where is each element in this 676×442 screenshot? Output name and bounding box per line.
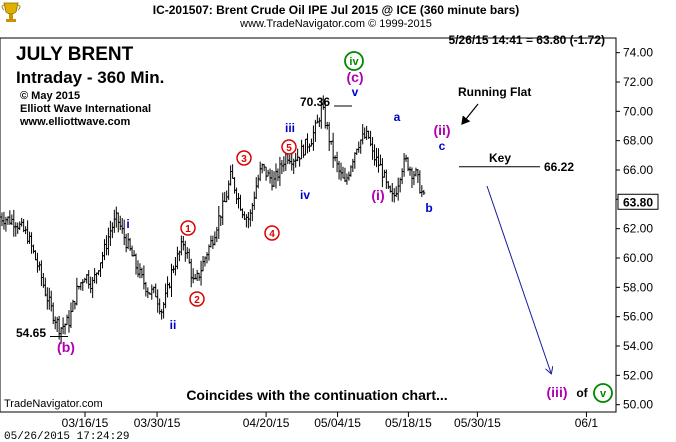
wave-label-1: 1	[185, 224, 191, 235]
wave-label-iv-green: iv	[349, 56, 359, 68]
wave-label-b: b	[425, 201, 432, 215]
wave-label-v-circled: v	[593, 383, 613, 403]
y-tick-label: 62.00	[623, 222, 653, 236]
chart-title: JULY BRENT	[16, 44, 134, 65]
footer-timestamp: 05/26/2015 17:24:29	[4, 431, 129, 442]
y-tick-label: 66.00	[623, 163, 653, 177]
credit-line-3: www.elliottwave.com	[19, 116, 130, 128]
wave-label-4: 4	[269, 229, 275, 240]
y-tick-label: 70.00	[623, 104, 653, 118]
wave-label-3-circled: 3	[236, 150, 252, 166]
wave-label-3: 3	[241, 154, 247, 165]
wave-label-iv: iv	[300, 188, 310, 202]
of-text: of	[576, 386, 588, 400]
wave-label-ii: ii	[170, 318, 177, 332]
x-axis: 03/16/15 03/30/15 04/20/15 05/04/15 05/18/15…	[62, 412, 599, 430]
wave-label-v-green: v	[600, 388, 607, 400]
wave-label-iv-circled: iv	[344, 51, 364, 71]
credit-line-1: © May 2015	[20, 90, 80, 102]
forecast-arrow	[486, 185, 551, 373]
last-price-tag: 63.80	[617, 193, 659, 210]
wave-label-i-purple: (i)	[371, 187, 384, 203]
wave-label-i: i	[126, 217, 129, 231]
running-flat-label: Running Flat	[458, 85, 531, 99]
footer-brand: TradeNavigator.com	[4, 398, 103, 410]
x-tick-label: 03/30/15	[134, 416, 181, 430]
wave-label-5-circled: 5	[281, 139, 297, 155]
y-tick-label: 50.00	[623, 398, 653, 412]
wave-label-iii-purple: (iii)	[547, 384, 568, 400]
wave-label-ii-purple: (ii)	[433, 122, 450, 138]
wave-label-c: c	[439, 139, 446, 153]
wave-label-4-circled: 4	[264, 225, 280, 241]
y-tick-label: 54.00	[623, 339, 653, 353]
y-tick-label: 56.00	[623, 310, 653, 324]
wave-label-b-purple: (b)	[57, 339, 75, 355]
x-tick-label: 05/18/15	[385, 416, 432, 430]
y-tick-label: 58.00	[623, 280, 653, 294]
x-tick-label: 05/04/15	[314, 416, 361, 430]
wave-label-5: 5	[286, 143, 292, 154]
price-bars	[0, 95, 426, 344]
y-tick-label: 74.00	[623, 46, 653, 60]
credit-line-2: Elliott Wave International	[20, 103, 151, 115]
wave-label-a: a	[394, 110, 401, 124]
header-line2: www.TradeNavigator.com © 1999-2015	[239, 18, 432, 30]
wave-label-1-circled: 1	[180, 220, 196, 236]
low-price-label: 54.65	[16, 326, 46, 340]
high-price-label: 70.36	[300, 95, 330, 109]
header-line1: IC-201507: Brent Crude Oil IPE Jul 2015 …	[153, 3, 520, 17]
wave-label-iii: iii	[285, 121, 295, 135]
trophy-icon	[1, 2, 21, 22]
price-bar	[422, 189, 426, 195]
chart-subtitle: Intraday - 360 Min.	[16, 68, 164, 87]
key-label: Key	[489, 151, 511, 165]
y-tick-label: 60.00	[623, 251, 653, 265]
y-tick-label: 72.00	[623, 75, 653, 89]
x-tick-label: 05/30/15	[454, 416, 501, 430]
wave-label-2-circled: 2	[189, 291, 205, 307]
y-axis: 50.0052.0054.0056.0058.0060.0062.0064.00…	[616, 46, 653, 412]
y-tick-label: 52.00	[623, 368, 653, 382]
x-tick-label: 04/20/15	[243, 416, 290, 430]
plot-frame	[0, 37, 617, 413]
wave-label-v: v	[352, 85, 359, 99]
key-value-label: 66.22	[544, 160, 574, 174]
wave-label-2: 2	[194, 295, 200, 306]
wave-annotations: 54.65 (b) 70.36 i ii iii iv v a b c 1 2 …	[16, 51, 613, 403]
last-price-label: 63.80	[623, 195, 653, 209]
quote-readout: 5/26/15 14:41 = 63.80 (-1.72)	[449, 33, 605, 47]
x-tick-label: 03/16/15	[62, 416, 109, 430]
y-tick-label: 68.00	[623, 134, 653, 148]
x-tick-label: 06/1	[575, 416, 599, 430]
chart-caption: Coincides with the continuation chart...	[186, 387, 447, 403]
wave-label-c-purple: (c)	[346, 69, 363, 85]
running-flat-arrow	[461, 103, 479, 125]
